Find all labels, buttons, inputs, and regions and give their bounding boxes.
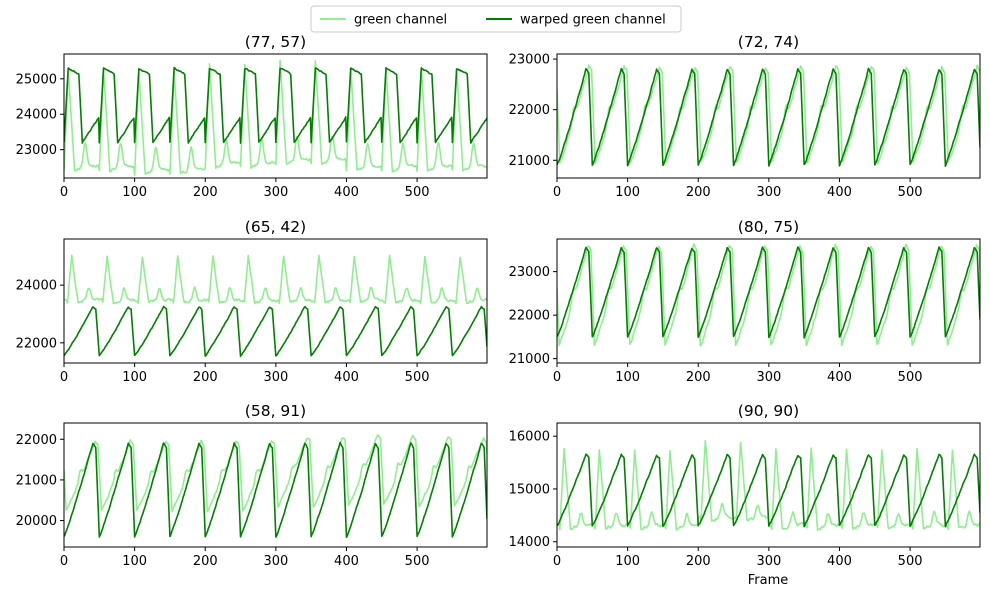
y-tick-label: 21000 (16, 473, 57, 488)
x-tick-label: 500 (405, 554, 430, 569)
x-tick-label: 300 (756, 554, 781, 569)
subplot-title: (72, 74) (738, 33, 799, 51)
subplot-title: (90, 90) (738, 402, 799, 420)
x-tick-label: 0 (553, 185, 561, 200)
subplot-3: 0 100 200 300 400 500 22000 24000 (65, 42) (16, 218, 488, 385)
y-tick-label: 22000 (509, 103, 550, 118)
series-line-warped-green-channel (64, 305, 487, 358)
x-tick-label: 400 (334, 370, 359, 385)
x-tick-label: 400 (827, 370, 852, 385)
x-axis-label: Frame (748, 573, 789, 588)
x-tick-label: 0 (60, 185, 68, 200)
series-line-warped-green-channel (64, 441, 487, 539)
series-line-warped-green-channel (557, 67, 980, 168)
y-tick-label: 24000 (16, 108, 57, 123)
x-tick-label: 0 (60, 370, 68, 385)
legend-label-green-channel: green channel (354, 13, 447, 28)
series-line-warped-green-channel (557, 453, 980, 528)
y-tick-label: 15000 (509, 482, 550, 497)
x-tick-label: 400 (334, 554, 359, 569)
y-tick-label: 20000 (16, 514, 57, 529)
x-tick-label: 300 (263, 554, 288, 569)
y-tick-label: 14000 (509, 535, 550, 550)
x-tick-label: 200 (193, 370, 218, 385)
y-tick-label: 21000 (509, 154, 550, 169)
series-line-green-channel (64, 254, 487, 305)
y-tick-label: 16000 (509, 430, 550, 445)
y-tick-label: 23000 (16, 143, 57, 158)
legend: green channel warped green channel (310, 5, 682, 33)
x-tick-label: 100 (615, 554, 640, 569)
x-tick-label: 100 (615, 185, 640, 200)
x-tick-label: 400 (827, 185, 852, 200)
x-tick-label: 500 (405, 185, 430, 200)
x-tick-label: 400 (827, 554, 852, 569)
series-line-warped-green-channel (64, 66, 487, 144)
y-tick-label: 25000 (16, 72, 57, 87)
x-tick-label: 500 (405, 370, 430, 385)
y-tick-label: 22000 (16, 433, 57, 448)
y-tick-label: 23000 (509, 53, 550, 68)
subplot-1: 0 100 200 300 400 500 23000 24000 25000 (77, 57) (16, 33, 488, 200)
x-tick-label: 500 (898, 370, 923, 385)
x-tick-label: 200 (193, 554, 218, 569)
x-tick-label: 100 (122, 370, 147, 385)
x-tick-label: 200 (686, 554, 711, 569)
x-tick-label: 300 (263, 185, 288, 200)
series-line-green-channel (64, 59, 487, 177)
x-tick-label: 100 (122, 554, 147, 569)
subplot-2: 0 100 200 300 400 500 21000 22000 23000 (72, 74) (509, 33, 981, 200)
x-tick-label: 100 (122, 185, 147, 200)
series-line-green-channel (64, 434, 487, 513)
x-tick-label: 0 (60, 554, 68, 569)
y-tick-label: 22000 (509, 309, 550, 324)
x-tick-label: 0 (553, 554, 561, 569)
subplot-6: 0 100 200 300 400 500 14000 15000 16000 (90, 90) (509, 402, 981, 569)
x-tick-label: 300 (756, 185, 781, 200)
x-tick-label: 300 (263, 370, 288, 385)
y-tick-label: 21000 (509, 352, 550, 367)
subplot-title: (77, 57) (245, 33, 306, 51)
subplot-title: (80, 75) (738, 218, 799, 236)
x-tick-label: 100 (615, 370, 640, 385)
series-line-green-channel (557, 243, 980, 347)
subplot-title: (58, 91) (245, 402, 306, 420)
y-tick-label: 22000 (16, 336, 57, 351)
x-tick-label: 500 (898, 554, 923, 569)
x-tick-label: 200 (193, 185, 218, 200)
x-tick-label: 200 (686, 370, 711, 385)
series-line-warped-green-channel (557, 246, 980, 339)
y-tick-label: 24000 (16, 279, 57, 294)
x-tick-label: 200 (686, 185, 711, 200)
subplot-5: 0 100 200 300 400 500 20000 21000 22000 (58, 91) (16, 402, 488, 569)
x-tick-label: 400 (334, 185, 359, 200)
x-tick-label: 300 (756, 370, 781, 385)
y-tick-label: 23000 (509, 265, 550, 280)
plot-frame (556, 422, 981, 548)
legend-label-warped-green-channel: warped green channel (520, 13, 666, 28)
subplot-title: (65, 42) (245, 218, 306, 236)
x-tick-label: 0 (553, 370, 561, 385)
x-tick-label: 500 (898, 185, 923, 200)
series-line-green-channel (557, 64, 980, 165)
subplot-4: 0 100 200 300 400 500 21000 22000 23000 (80, 75) (509, 218, 981, 385)
